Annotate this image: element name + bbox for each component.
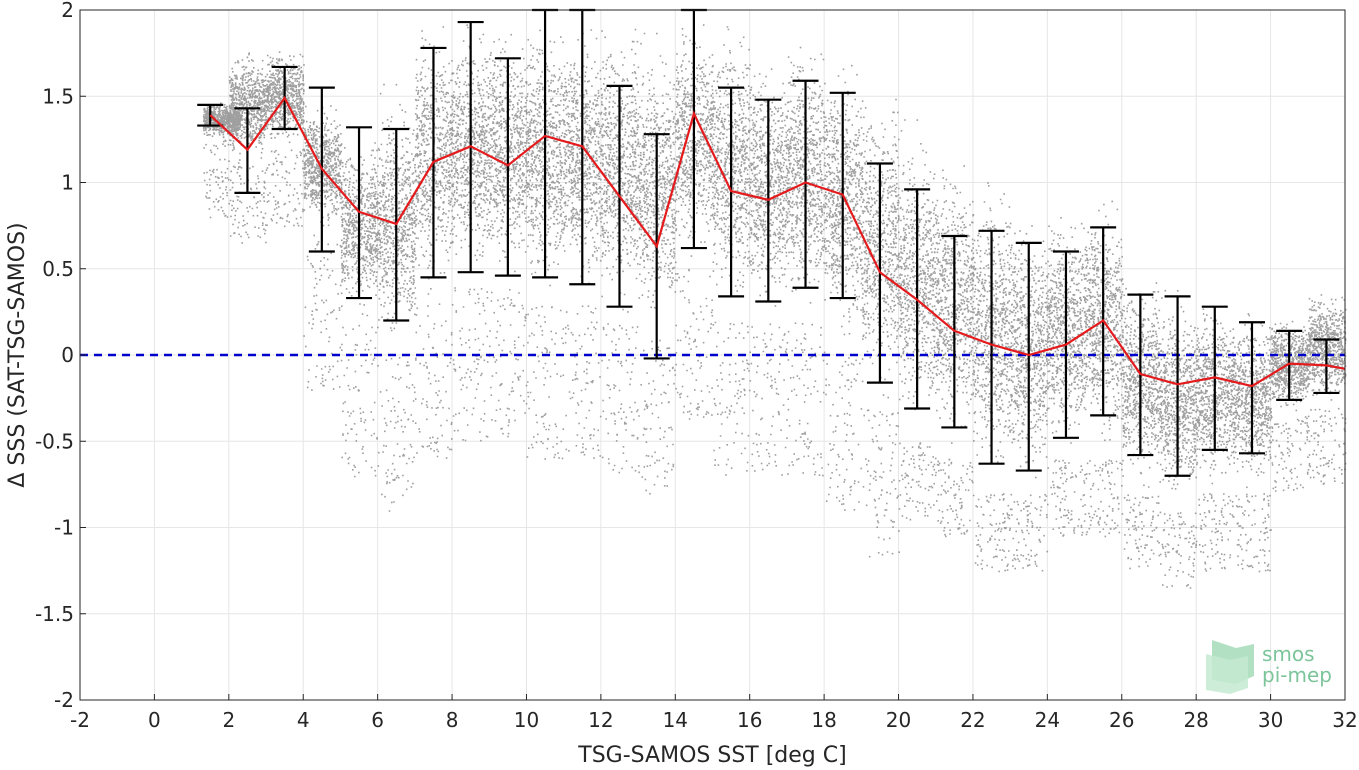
x-tick-label: 32 xyxy=(1332,708,1357,732)
x-tick-label: 28 xyxy=(1183,708,1208,732)
y-tick-label: -1 xyxy=(54,516,74,540)
x-tick-label: 16 xyxy=(737,708,762,732)
y-tick-label: 0 xyxy=(61,343,74,367)
y-tick-label: -1.5 xyxy=(35,602,74,626)
y-axis: -2 -1.5 -1 -0.5 0 0.5 1 1.5 2 xyxy=(35,0,86,712)
y-tick-label: 0.5 xyxy=(42,257,74,281)
error-bar xyxy=(978,229,1005,465)
error-bar xyxy=(494,57,521,277)
x-axis: -2 0 2 4 6 8 10 12 14 16 18 20 22 24 26 28 30 32 xyxy=(70,694,1358,732)
x-tick-label: 8 xyxy=(446,708,459,732)
y-tick-label: -2 xyxy=(54,688,74,712)
smos-pi-mep-logo: smos pi-mep xyxy=(1206,640,1332,694)
x-tick-label: 2 xyxy=(222,708,235,732)
logo-text-smos: smos xyxy=(1262,642,1315,666)
error-bar xyxy=(1164,295,1191,477)
x-tick-label: 24 xyxy=(1035,708,1060,732)
error-bars xyxy=(197,8,1340,477)
error-bar xyxy=(792,79,819,289)
logo-wave-icon xyxy=(1206,640,1254,694)
x-axis-title: TSG-SAMOS SST [deg C] xyxy=(577,743,846,768)
x-tick-label: 26 xyxy=(1109,708,1134,732)
x-tick-label: 10 xyxy=(514,708,539,732)
x-tick-label: 30 xyxy=(1258,708,1283,732)
error-bar xyxy=(1276,329,1303,401)
x-tick-label: 18 xyxy=(811,708,836,732)
y-tick-label: 1 xyxy=(61,171,74,195)
mean-line xyxy=(209,95,1346,388)
x-tick-label: 14 xyxy=(663,708,688,732)
x-tick-label: 12 xyxy=(588,708,613,732)
y-tick-label: -0.5 xyxy=(35,429,74,453)
x-tick-label: 22 xyxy=(960,708,985,732)
x-tick-label: 0 xyxy=(148,708,161,732)
logo-text-pi-mep: pi-mep xyxy=(1262,663,1332,687)
scatter-cloud xyxy=(202,24,1347,589)
x-tick-label: 6 xyxy=(371,708,384,732)
x-tick-label: -2 xyxy=(70,708,90,732)
y-axis-title: Δ SSS (SAT-TSG-SAMOS) xyxy=(5,222,30,487)
x-tick-label: 20 xyxy=(886,708,911,732)
y-tick-label: 2 xyxy=(61,0,74,22)
y-tick-label: 1.5 xyxy=(42,84,74,108)
x-tick-label: 4 xyxy=(297,708,310,732)
scatter-points xyxy=(202,24,1347,589)
error-bar xyxy=(680,8,707,250)
error-bar xyxy=(1238,321,1265,455)
error-bar xyxy=(1015,241,1042,472)
